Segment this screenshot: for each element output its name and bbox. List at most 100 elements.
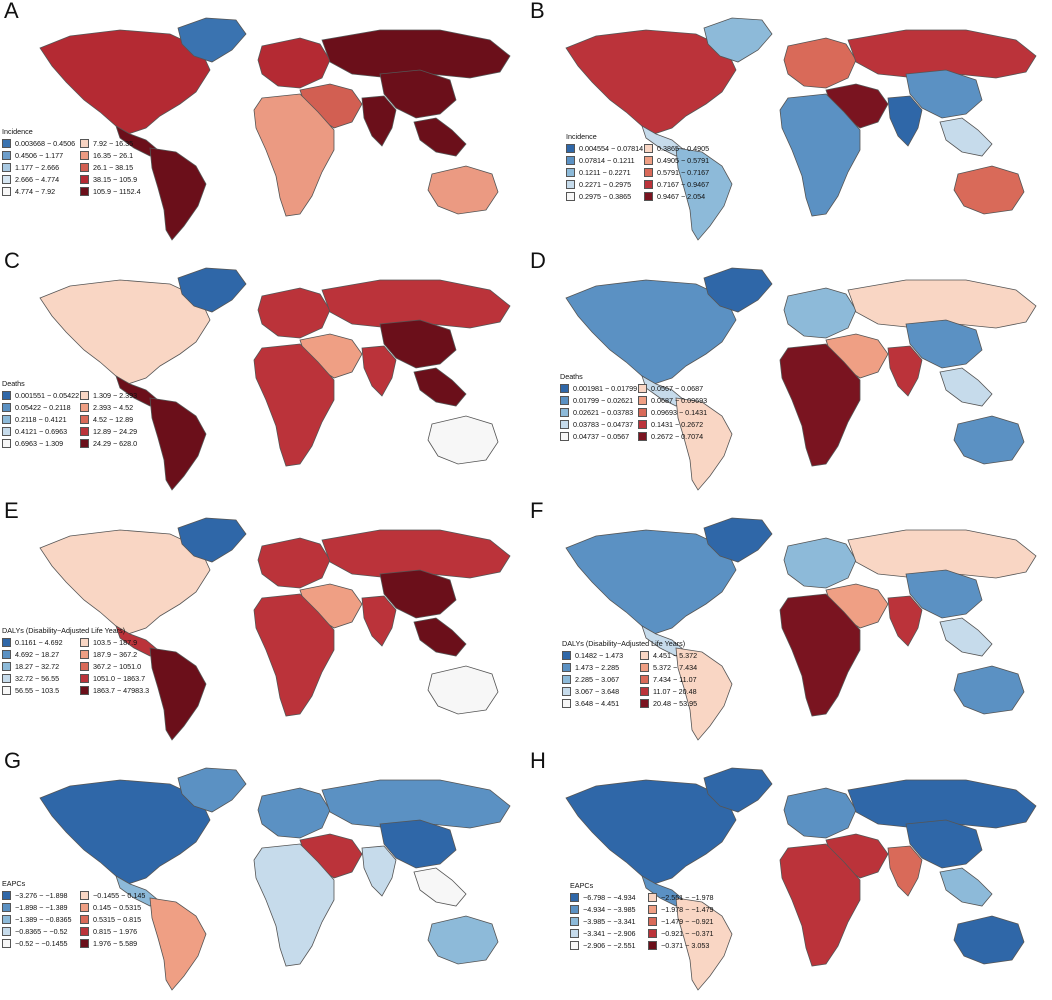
legend-label: 32.72 − 56.55 [15, 674, 60, 683]
legend-swatch [80, 686, 89, 695]
legend-label: −1.978 − −1.479 [661, 905, 714, 914]
legend-swatch [560, 420, 569, 429]
legend-swatch [570, 893, 579, 902]
legend-swatch [2, 662, 11, 671]
map-panel-b: B [526, 0, 1052, 250]
region-ch [905, 569, 983, 619]
region-sa [675, 647, 733, 741]
panel-letter: A [4, 0, 19, 23]
legend-swatch [2, 151, 11, 160]
legend-swatch [640, 699, 649, 708]
legend-swatch [644, 180, 653, 189]
legend-swatch [566, 156, 575, 165]
legend-label: 0.3865 − 0.4905 [657, 144, 710, 153]
legend-swatch [644, 192, 653, 201]
region-greenland [177, 517, 247, 563]
region-au [427, 415, 499, 465]
region-greenland [703, 767, 773, 813]
legend-label: 56.55 − 103.5 [15, 686, 60, 695]
legend-label: 367.2 − 1051.0 [93, 662, 142, 671]
legend-swatch [80, 139, 89, 148]
legend-swatch [80, 939, 89, 948]
legend-swatch [2, 674, 11, 683]
panel-letter: F [530, 498, 544, 523]
legend-label: 0.4506 − 1.177 [15, 151, 64, 160]
region-au [953, 665, 1025, 715]
region-eu [257, 787, 331, 839]
legend-swatch [640, 675, 649, 684]
region-af [253, 593, 335, 717]
region-ind [361, 95, 397, 147]
legend-label: 2.666 − 4.774 [15, 175, 60, 184]
legend-label: 0.003668 − 0.4506 [15, 139, 76, 148]
region-ru [321, 29, 511, 79]
legend-label: 0.4905 − 0.5791 [657, 156, 710, 165]
legend-label: 103.5 − 187.9 [93, 638, 138, 647]
region-na [39, 529, 211, 635]
region-sa [149, 647, 207, 741]
region-ru [321, 279, 511, 329]
legend-swatch [640, 687, 649, 696]
legend-label: 2.285 − 3.067 [575, 675, 620, 684]
legend-label: 0.5315 − 0.815 [93, 915, 142, 924]
legend-title: Deaths [560, 372, 583, 381]
region-ind [361, 595, 397, 647]
legend-label: 0.5791 − 0.7167 [657, 168, 710, 177]
region-eu [783, 537, 857, 589]
legend-swatch [562, 651, 571, 660]
map-legend: DALYs (Disability−Adjusted Life Years) 0.… [2, 627, 202, 705]
legend-swatch [648, 941, 657, 950]
legend-label: −3.985 − −3.341 [583, 917, 636, 926]
world-map [39, 517, 511, 741]
legend-label: −0.921 − −0.371 [661, 929, 714, 938]
panel-letter: D [530, 248, 546, 273]
legend-label: −0.52 − −0.1455 [15, 939, 68, 948]
legend-label: 4.692 − 18.27 [15, 650, 60, 659]
region-ind [361, 345, 397, 397]
legend-label: 7.434 − 11.07 [653, 675, 697, 684]
map-panel-e: E [0, 498, 526, 750]
legend-label: −2.906 − −2.551 [583, 941, 636, 950]
legend-label: 0.1482 − 1.473 [575, 651, 624, 660]
legend-label: 12.89 − 24.29 [93, 427, 138, 436]
legend-label: 2.393 − 4.52 [93, 403, 134, 412]
panel-letter: B [530, 0, 545, 23]
region-eu [257, 537, 331, 589]
legend-swatch [562, 675, 571, 684]
panel-letter: C [4, 248, 20, 273]
legend-title: Incidence [566, 132, 597, 141]
world-map [565, 267, 1037, 491]
legend-title: Deaths [2, 379, 25, 388]
region-sea [413, 117, 467, 157]
region-af [779, 343, 861, 467]
map-panel-d: D [526, 248, 1052, 500]
region-eu [783, 37, 857, 89]
world-map [565, 767, 1037, 991]
region-greenland [177, 17, 247, 63]
legend-swatch [638, 432, 647, 441]
legend-label: 3.648 − 4.451 [575, 699, 620, 708]
region-au [427, 165, 499, 215]
legend-swatch [648, 893, 657, 902]
region-eu [257, 287, 331, 339]
legend-swatch [638, 420, 647, 429]
legend-swatch [80, 187, 89, 196]
panel-letter: H [530, 748, 546, 773]
legend-swatch [80, 903, 89, 912]
legend-label: 0.04737 − 0.0567 [573, 432, 630, 441]
legend-label: 24.29 − 628.0 [93, 439, 138, 448]
map-legend: Deaths 0.001551 − 0.05422 0.05422 − 0.2118… [2, 380, 202, 458]
legend-swatch [2, 391, 11, 400]
legend-label: 11.07 − 20.48 [653, 687, 697, 696]
map-panel-h: H [526, 748, 1052, 1000]
region-ru [847, 779, 1037, 829]
region-ch [905, 319, 983, 369]
legend-swatch [640, 663, 649, 672]
legend-swatch [644, 156, 653, 165]
legend-label: −0.8365 − −0.52 [15, 927, 68, 936]
legend-swatch [2, 686, 11, 695]
legend-swatch [560, 408, 569, 417]
region-sa [149, 397, 207, 491]
legend-swatch [2, 439, 11, 448]
legend-swatch [560, 432, 569, 441]
